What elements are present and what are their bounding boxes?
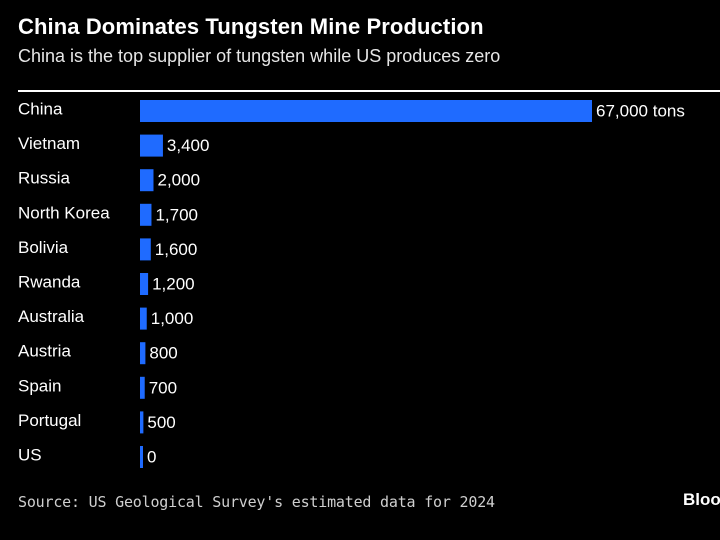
bar-austria (140, 342, 146, 365)
bar-vietnam (140, 134, 163, 157)
bar-us (140, 446, 143, 468)
category-label-portugal: Portugal (18, 411, 81, 430)
value-label-rwanda: 1,200 (152, 274, 195, 293)
value-label-vietnam: 3,400 (167, 136, 210, 155)
bloomberg-logo: Bloomberg (683, 490, 720, 509)
bar-bolivia (140, 238, 151, 261)
chart-title: China Dominates Tungsten Mine Production (18, 14, 484, 39)
source-note: Source: US Geological Survey's estimated… (18, 493, 495, 511)
value-label-spain: 700 (149, 378, 177, 397)
value-label-bolivia: 1,600 (155, 240, 198, 259)
category-label-spain: Spain (18, 376, 61, 395)
bar-north-korea (140, 203, 152, 226)
category-label-australia: Australia (18, 307, 85, 326)
value-label-china: 67,000 tons (596, 101, 685, 120)
category-label-china: China (18, 99, 63, 118)
category-label-austria: Austria (18, 342, 71, 361)
bar-spain (140, 376, 145, 399)
category-label-vietnam: Vietnam (18, 134, 80, 153)
category-label-bolivia: Bolivia (18, 238, 69, 257)
category-label-us: US (18, 445, 42, 464)
category-label-russia: Russia (18, 169, 71, 188)
value-label-austria: 800 (149, 344, 177, 363)
value-label-portugal: 500 (147, 413, 175, 432)
bar-australia (140, 307, 147, 330)
bar-rwanda (140, 273, 149, 295)
value-label-us: 0 (147, 447, 156, 466)
value-label-australia: 1,000 (151, 309, 194, 328)
title-divider (18, 90, 720, 92)
value-label-north-korea: 1,700 (155, 205, 198, 224)
category-label-rwanda: Rwanda (18, 272, 81, 291)
value-label-russia: 2,000 (157, 171, 200, 190)
chart-subtitle: China is the top supplier of tungsten wh… (18, 46, 501, 66)
bar-russia (140, 169, 154, 192)
category-label-north-korea: North Korea (18, 203, 110, 222)
bar-chart: China 67,000 tons Vietnam 3,400 Russia 2,000 N… (18, 99, 685, 468)
bar-portugal (140, 411, 144, 434)
bar-china (140, 100, 592, 122)
